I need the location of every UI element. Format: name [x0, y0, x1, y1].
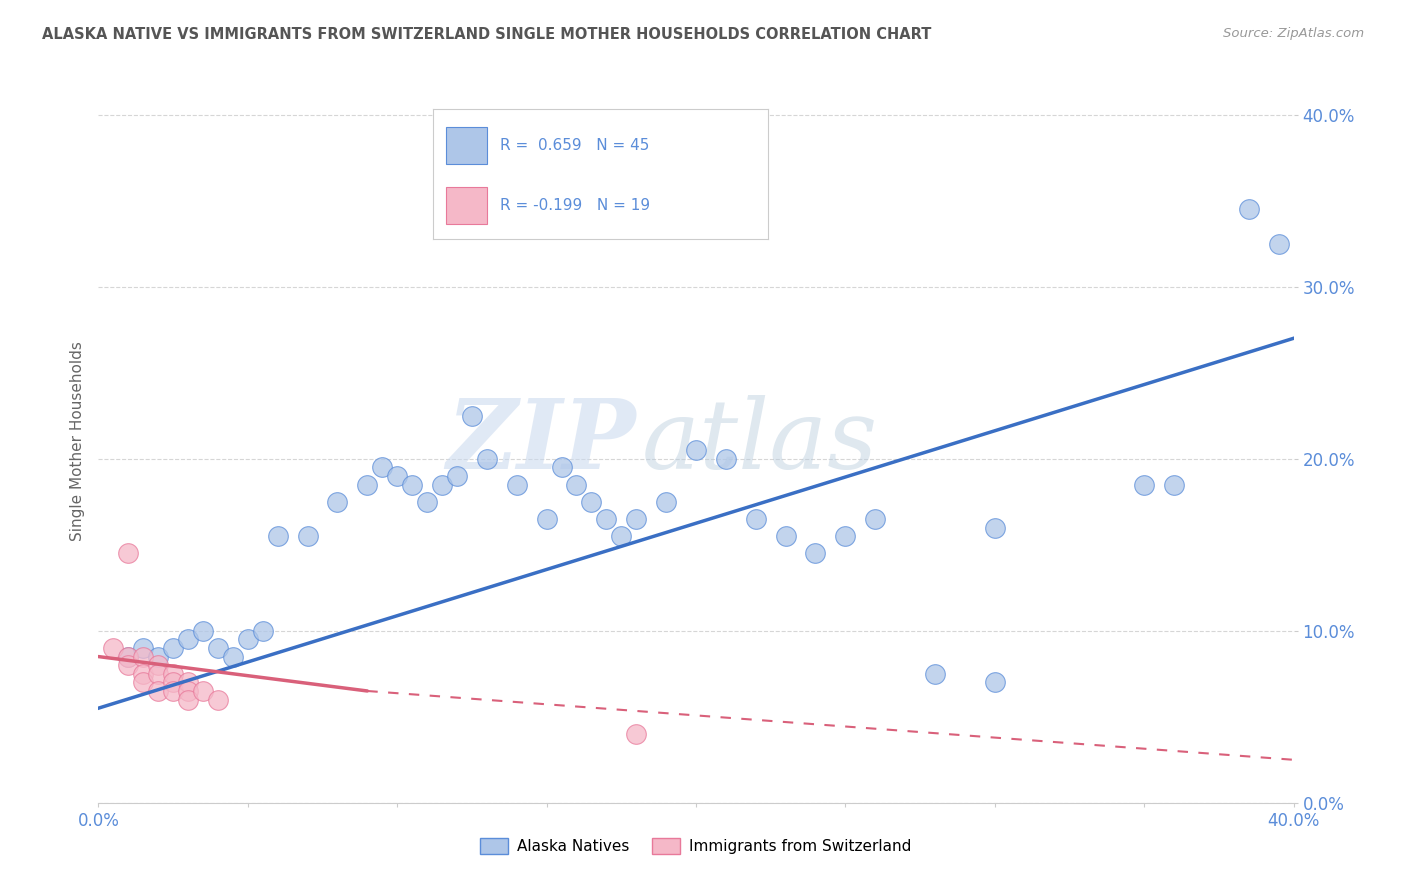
Point [385, 469, 409, 483]
Point [1237, 202, 1260, 217]
Point [745, 512, 768, 526]
Text: Source: ZipAtlas.com: Source: ZipAtlas.com [1223, 27, 1364, 40]
Point [267, 529, 290, 543]
Point [416, 494, 439, 508]
Point [148, 666, 170, 681]
Point [191, 684, 214, 698]
Point [356, 477, 378, 491]
Point [326, 494, 349, 508]
Point [162, 640, 184, 655]
Point [550, 460, 572, 475]
Point [655, 494, 678, 508]
Point [222, 649, 245, 664]
Point [714, 451, 737, 466]
Point [132, 666, 155, 681]
Point [132, 675, 155, 690]
Point [191, 624, 214, 638]
Point [401, 477, 423, 491]
Point [610, 529, 633, 543]
Point [430, 477, 453, 491]
Point [177, 632, 200, 647]
Point [297, 529, 319, 543]
Text: ZIP: ZIP [447, 394, 637, 489]
Point [1133, 477, 1156, 491]
Point [1163, 477, 1185, 491]
Point [177, 684, 200, 698]
Point [984, 520, 1007, 534]
Point [775, 529, 797, 543]
Point [536, 512, 558, 526]
Point [148, 684, 170, 698]
Point [236, 632, 259, 647]
Point [626, 512, 648, 526]
Point [162, 684, 184, 698]
Point [177, 692, 200, 706]
Point [834, 529, 856, 543]
Point [252, 624, 274, 638]
Point [595, 512, 617, 526]
Text: atlas: atlas [643, 394, 879, 489]
Point [148, 658, 170, 673]
Point [132, 649, 155, 664]
Point [1267, 236, 1289, 251]
Point [162, 675, 184, 690]
Point [117, 546, 139, 560]
Point [865, 512, 887, 526]
Point [461, 409, 484, 423]
Text: ALASKA NATIVE VS IMMIGRANTS FROM SWITZERLAND SINGLE MOTHER HOUSEHOLDS CORRELATIO: ALASKA NATIVE VS IMMIGRANTS FROM SWITZER… [42, 27, 932, 42]
Point [162, 666, 184, 681]
Point [148, 649, 170, 664]
Point [565, 477, 588, 491]
Point [117, 649, 139, 664]
Point [117, 649, 139, 664]
Point [207, 692, 229, 706]
Legend: Alaska Natives, Immigrants from Switzerland: Alaska Natives, Immigrants from Switzerl… [474, 832, 918, 860]
Point [804, 546, 827, 560]
Point [132, 640, 155, 655]
Point [103, 640, 125, 655]
Point [446, 469, 468, 483]
Point [506, 477, 529, 491]
Point [371, 460, 394, 475]
Point [924, 666, 946, 681]
Point [207, 640, 229, 655]
Y-axis label: Single Mother Households: Single Mother Households [69, 342, 84, 541]
Point [117, 658, 139, 673]
Point [475, 451, 498, 466]
Point [177, 675, 200, 690]
Point [984, 675, 1007, 690]
Point [581, 494, 603, 508]
Point [626, 727, 648, 741]
Point [685, 443, 707, 458]
